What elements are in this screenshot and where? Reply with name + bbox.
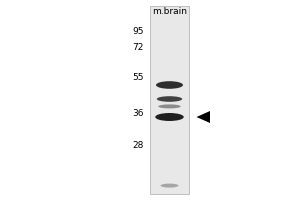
Text: 55: 55: [133, 72, 144, 82]
Ellipse shape: [158, 104, 181, 108]
Ellipse shape: [156, 81, 183, 89]
Text: m.brain: m.brain: [152, 7, 187, 16]
Text: 28: 28: [133, 140, 144, 149]
Ellipse shape: [157, 96, 182, 102]
Text: 95: 95: [133, 26, 144, 36]
Text: 72: 72: [133, 43, 144, 51]
Ellipse shape: [155, 113, 184, 121]
Ellipse shape: [160, 184, 178, 188]
Text: 36: 36: [133, 108, 144, 117]
Polygon shape: [196, 111, 210, 123]
Bar: [150, 6, 189, 194]
